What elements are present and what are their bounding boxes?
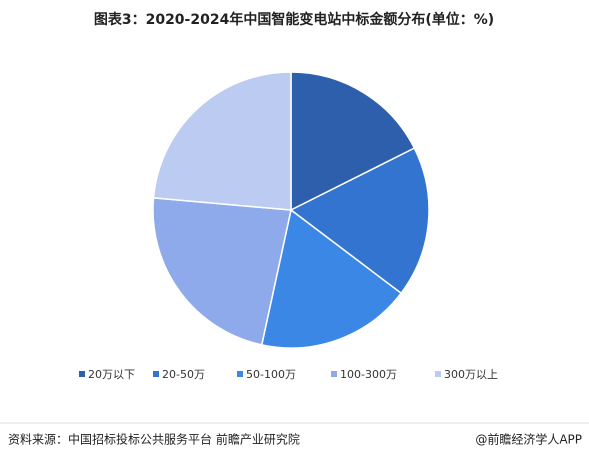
- legend-label: 300万以上: [444, 368, 498, 381]
- legend-label: 100-300万: [340, 368, 397, 381]
- legend-marker: [153, 371, 159, 377]
- pie-slice: [289, 147, 430, 295]
- legend-marker: [331, 371, 337, 377]
- legend: 20万以下 20-50万 50-100万 100-300万 300万以上: [79, 368, 498, 381]
- legend-label: 20万以下: [88, 368, 135, 381]
- legend-label: 50-100万: [246, 368, 296, 381]
- pie-slice: [152, 197, 292, 346]
- legend-marker: [79, 371, 85, 377]
- pie-slice: [152, 71, 292, 211]
- legend-marker: [435, 371, 441, 377]
- pie-slice: [290, 71, 416, 212]
- legend-marker: [237, 371, 243, 377]
- source: 资料来源：中国招标投标公共服务平台 前瞻产业研究院: [8, 432, 300, 447]
- pie-slice: [260, 208, 403, 349]
- pie: [152, 71, 430, 349]
- chart-title: 图表3：2020-2024年中国智能变电站中标金额分布(单位：%): [94, 11, 494, 28]
- brand: @前瞻经济学人APP: [475, 432, 582, 447]
- legend-label: 20-50万: [162, 368, 205, 381]
